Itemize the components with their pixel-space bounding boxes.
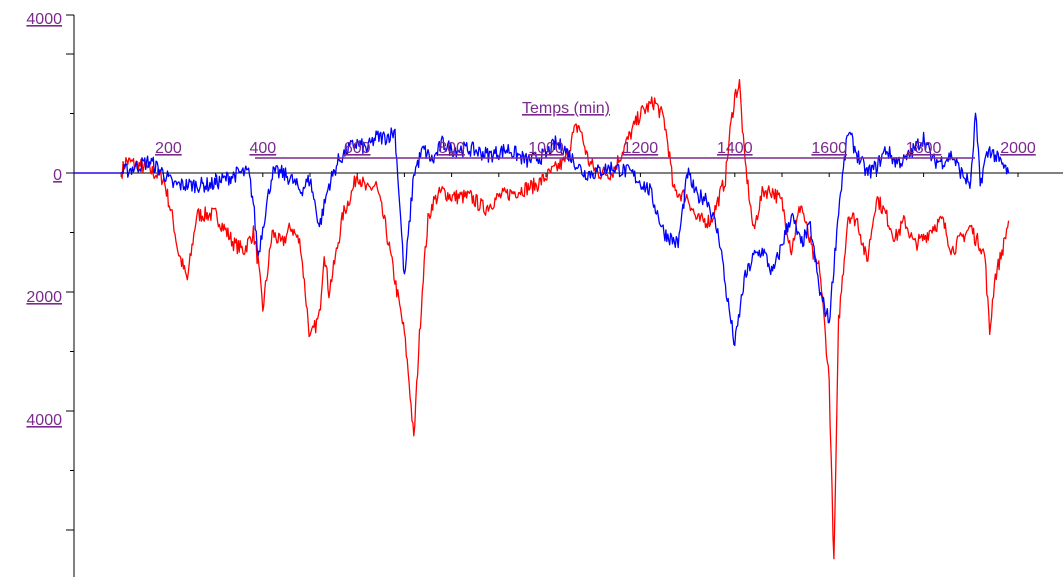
series-line: [74, 78, 1010, 560]
x-tick-label: 1200: [623, 140, 659, 157]
x-tick-label: 200: [155, 140, 182, 157]
x-tick-label: 400: [249, 140, 276, 157]
x-tick-label: 800: [438, 140, 465, 157]
y-tick-label: 4000: [26, 11, 62, 28]
x-tick-label: 1600: [811, 140, 847, 157]
series-1: [74, 78, 1010, 560]
y-tick-label: 0: [53, 167, 62, 184]
x-axis-label: Temps (min): [522, 100, 610, 117]
tick-marks: [66, 14, 1019, 531]
x-tick-label: 1000: [528, 140, 564, 157]
x-tick-label: 2000: [1000, 140, 1036, 157]
x-tick-label: 1800: [906, 140, 942, 157]
x-tick-label: 600: [344, 140, 371, 157]
y-tick-label: 4000: [26, 412, 62, 429]
series-2: [74, 112, 1010, 347]
series-layer: [74, 78, 1010, 560]
x-tick-label: 1400: [717, 140, 753, 157]
series-line: [74, 112, 1010, 347]
y-tick-label: 2000: [26, 289, 62, 306]
tick-labels: 200 400 600 800 1000 1200 1400 1600 1800 2000 4000…: [26, 11, 1035, 429]
